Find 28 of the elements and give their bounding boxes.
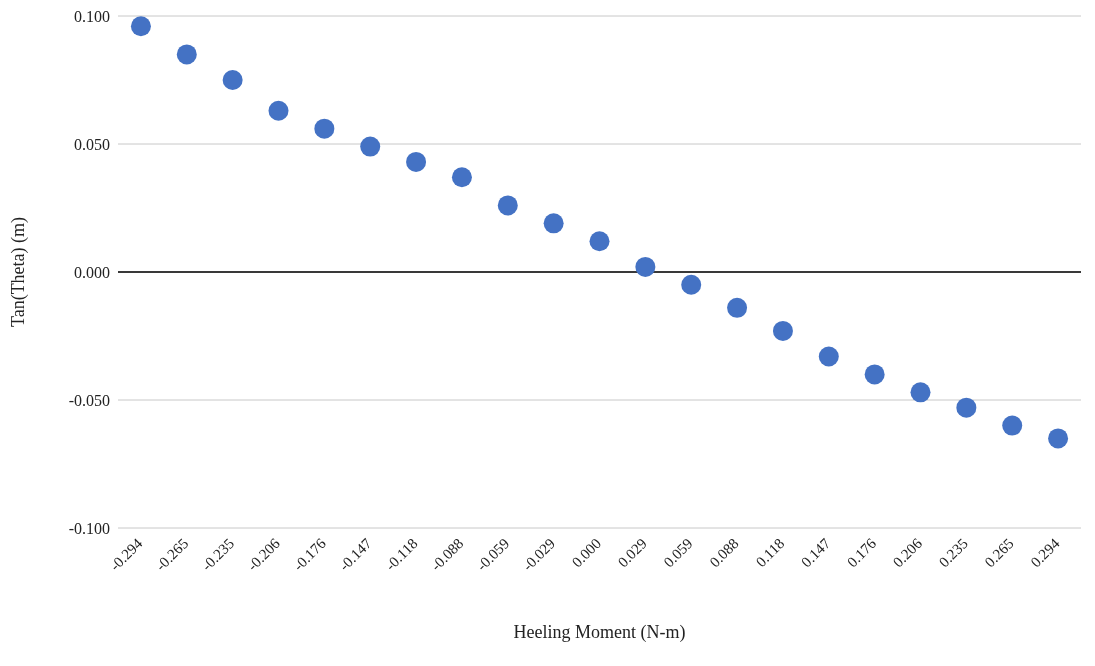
point: [543, 213, 564, 234]
point: [130, 16, 151, 37]
y-tick-label: -0.100: [68, 519, 110, 537]
point: [681, 274, 702, 295]
point: [727, 297, 748, 318]
y-axis-title: Tan(Theta) (m): [8, 216, 30, 328]
point: [1048, 428, 1069, 449]
point: [910, 382, 931, 403]
point: [268, 100, 289, 121]
point: [635, 256, 656, 277]
point: [406, 151, 427, 172]
y-tick-label: 0.050: [74, 135, 110, 153]
point: [1002, 415, 1023, 436]
point: [451, 167, 472, 188]
point: [497, 195, 518, 216]
point: [818, 346, 839, 367]
y-tick-label: 0.100: [74, 7, 110, 25]
point: [314, 118, 335, 139]
point: [222, 70, 243, 90]
point: [176, 44, 197, 65]
point: [772, 320, 793, 341]
point: [864, 364, 885, 385]
y-tick-label: -0.050: [68, 391, 110, 409]
y-tick-label: 0.000: [74, 263, 110, 281]
x-axis-title: Heeling Moment (N-m): [513, 622, 686, 643]
point: [589, 231, 610, 252]
point: [956, 397, 977, 418]
point: [360, 136, 381, 157]
